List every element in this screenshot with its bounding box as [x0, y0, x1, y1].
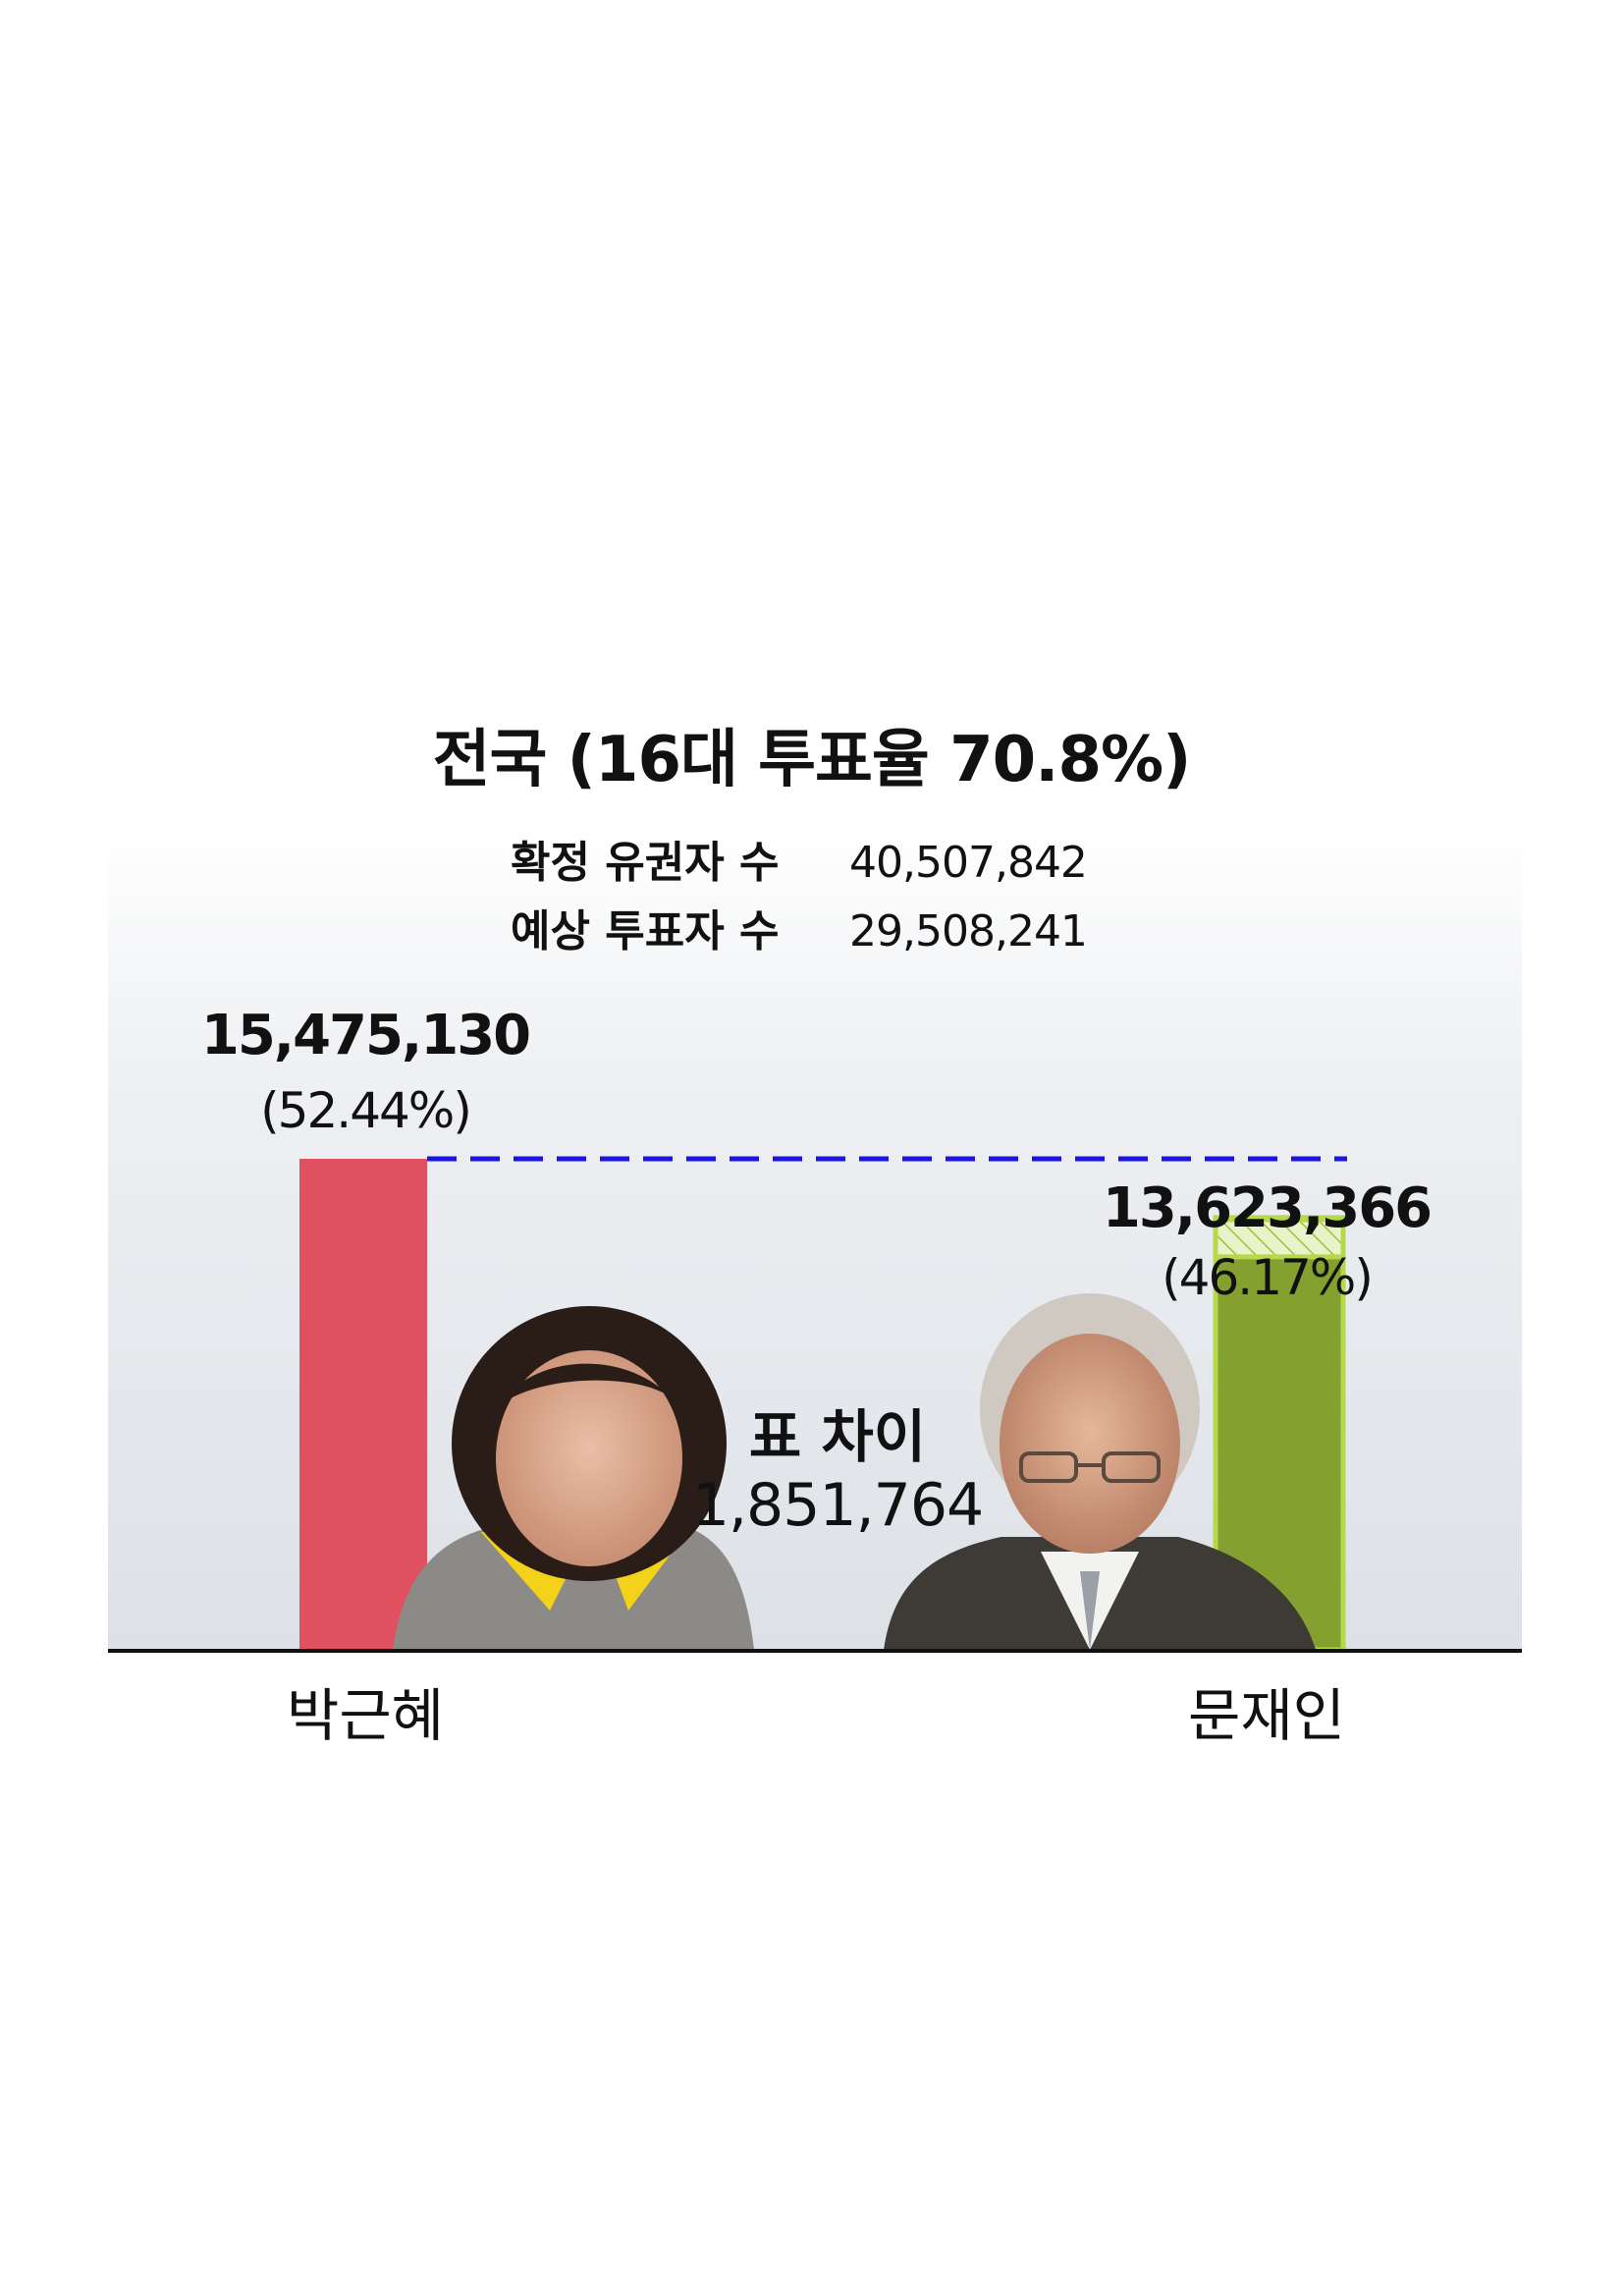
expected-voters-value: 29,508,241 [849, 906, 1088, 957]
value-label-2: 13,623,366 [1102, 1176, 1433, 1240]
candidate-name-2: 문재인 [1187, 1682, 1346, 1749]
registered-voters-row: 확정 유권자 수 40,507,842 [511, 827, 1088, 890]
registered-voters-value: 40,507,842 [849, 838, 1088, 888]
vote-gap-hatch [1213, 1217, 1346, 1260]
candidate-photo-2 [884, 1293, 1316, 1650]
chart-title: 전국 (16대 투표율 70.8%) [432, 724, 1192, 796]
value-label-1: 15,475,130 [200, 1004, 531, 1067]
percent-label-1: (52.44%) [260, 1082, 472, 1139]
vote-difference-value: 1,851,764 [691, 1471, 984, 1540]
expected-voters-row: 예상 투표자 수 29,508,241 [511, 896, 1088, 958]
registered-voters-label: 확정 유권자 수 [511, 838, 780, 888]
percent-label-2: (46.17%) [1162, 1249, 1374, 1306]
bar-1 [299, 1159, 427, 1650]
candidate-photo-1 [393, 1306, 754, 1650]
vote-difference-label: 표 차이 [748, 1403, 927, 1470]
candidate-name-1: 박근혜 [286, 1682, 445, 1749]
expected-voters-label: 예상 투표자 수 [511, 906, 780, 957]
